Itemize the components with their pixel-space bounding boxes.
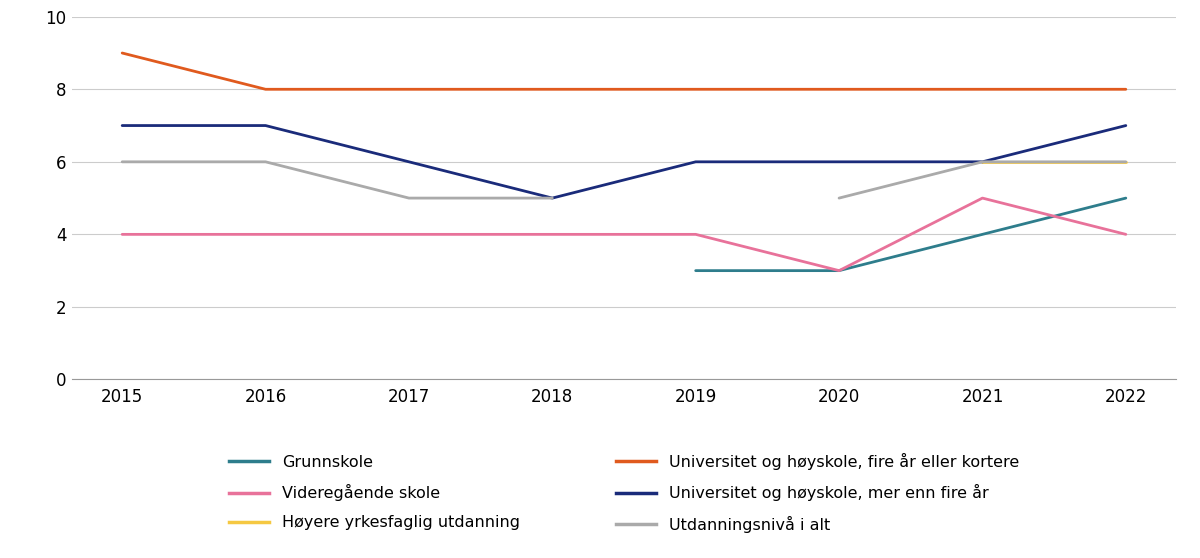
Legend: Grunnskole, Videregående skole, Høyere yrkesfaglig utdanning, Universitet og høy: Grunnskole, Videregående skole, Høyere y… xyxy=(229,453,1019,532)
